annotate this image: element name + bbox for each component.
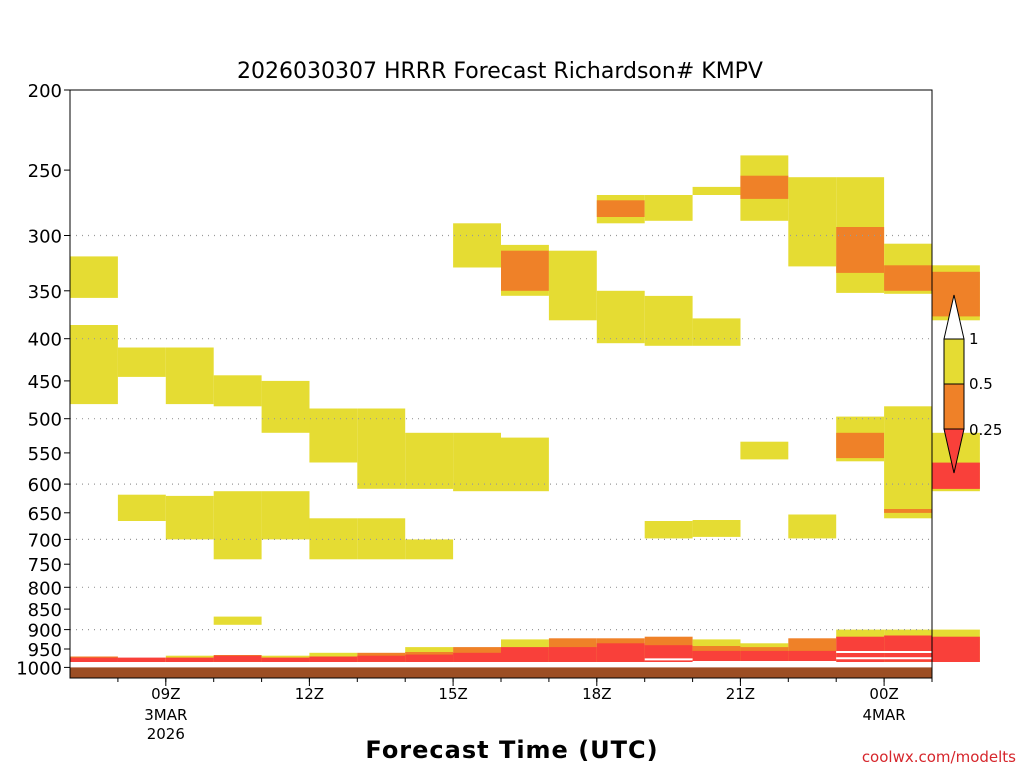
y-tick-label: 250 bbox=[28, 161, 62, 182]
ri-cell-yellow bbox=[357, 408, 406, 489]
ri-cell-yellow bbox=[453, 223, 501, 268]
ri-cell-orange bbox=[884, 265, 932, 291]
credit-text: coolwx.com/modelts bbox=[862, 748, 1016, 766]
ri-cell-red bbox=[357, 655, 406, 662]
y-tick-label: 300 bbox=[28, 227, 62, 248]
colorbar-label: 0.25 bbox=[969, 421, 1002, 439]
ri-cell-red bbox=[405, 654, 454, 662]
y-tick-label: 400 bbox=[28, 330, 62, 351]
x-tick-label: 18Z bbox=[582, 685, 611, 703]
ri-cell-red bbox=[932, 636, 980, 662]
ri-cell-yellow bbox=[644, 521, 693, 539]
y-tick-label: 500 bbox=[28, 410, 62, 431]
ri-cell-red bbox=[70, 657, 118, 662]
ri-cell-red bbox=[453, 652, 501, 662]
ri-cell-yellow bbox=[261, 380, 310, 433]
ri-cell-yellow bbox=[70, 256, 118, 298]
ri-cell-yellow bbox=[692, 186, 741, 195]
ri-cell-red bbox=[596, 643, 645, 662]
ri-cell-yellow bbox=[644, 295, 693, 346]
ri-cell-yellow bbox=[213, 375, 262, 407]
ri-cell-yellow bbox=[213, 491, 262, 560]
x-tick-label: 09Z bbox=[151, 685, 180, 703]
ri-cell-yellow bbox=[692, 318, 741, 346]
y-tick-label: 600 bbox=[28, 475, 62, 496]
ri-cell-orange bbox=[740, 175, 789, 199]
ri-cell-red bbox=[117, 657, 166, 662]
y-tick-label: 700 bbox=[28, 530, 62, 551]
x-tick-label: 21Z bbox=[726, 685, 755, 703]
ri-cell-yellow bbox=[405, 539, 454, 560]
x-tick-label: 00Z bbox=[869, 685, 898, 703]
ri-cell-yellow bbox=[165, 495, 214, 540]
ri-cell-yellow bbox=[117, 347, 166, 377]
y-tick-label: 550 bbox=[28, 444, 62, 465]
y-tick-label: 200 bbox=[28, 81, 62, 102]
ri-cell-orange bbox=[596, 200, 645, 217]
ri-cell-yellow bbox=[309, 518, 358, 560]
ri-cell-yellow bbox=[788, 177, 837, 267]
ri-cell-orange bbox=[836, 227, 885, 273]
ri-cell-yellow bbox=[70, 325, 118, 405]
y-tick-label: 750 bbox=[28, 555, 62, 576]
x-tick-label: 15Z bbox=[438, 685, 467, 703]
ri-cell-yellow bbox=[261, 491, 310, 540]
x-tick-year: 2026 bbox=[147, 725, 185, 743]
ri-cell-yellow bbox=[740, 441, 789, 460]
y-tick-label: 900 bbox=[28, 621, 62, 642]
x-tick-date: 3MAR bbox=[144, 706, 187, 724]
colorbar-bottom-arrow bbox=[943, 428, 965, 474]
y-tick-label: 450 bbox=[28, 372, 62, 393]
ri-cell-orange bbox=[884, 509, 932, 513]
colorbar-orange-segment bbox=[943, 383, 965, 430]
ri-cell-red bbox=[692, 650, 741, 662]
ri-cell-yellow bbox=[501, 437, 549, 492]
y-tick-label: 1000 bbox=[16, 658, 62, 679]
ri-cell-red bbox=[644, 645, 693, 662]
y-tick-label: 800 bbox=[28, 578, 62, 599]
ri-cell-yellow bbox=[309, 408, 358, 463]
ri-cell-red bbox=[932, 462, 980, 489]
y-tick-label: 650 bbox=[28, 504, 62, 525]
colorbar-legend: 1 0.5 0.25 bbox=[943, 294, 1002, 474]
x-tick-date: 4MAR bbox=[863, 706, 906, 724]
y-tick-label: 950 bbox=[28, 640, 62, 661]
ri-cell-red bbox=[501, 647, 549, 662]
ri-cell-yellow bbox=[596, 290, 645, 344]
x-tick-label: 12Z bbox=[295, 685, 324, 703]
x-axis-label: Forecast Time (UTC) bbox=[365, 736, 658, 764]
ri-cell-orange bbox=[836, 432, 885, 459]
y-tick-label: 850 bbox=[28, 600, 62, 621]
ri-cell-orange bbox=[501, 250, 549, 291]
ri-cell-yellow bbox=[644, 195, 693, 221]
ri-cell-red bbox=[740, 650, 789, 662]
ri-cell-red bbox=[788, 650, 837, 662]
ri-cell-yellow bbox=[453, 432, 501, 492]
ri-cell-yellow bbox=[548, 250, 597, 321]
ri-cell-yellow bbox=[213, 616, 262, 625]
colorbar-yellow-segment bbox=[943, 338, 965, 385]
ri-cell-yellow bbox=[884, 406, 932, 519]
y-axis: 200 250 300 350 400 450 500 550 600 650 700 7508008… bbox=[16, 81, 70, 679]
ri-cell-yellow bbox=[117, 494, 166, 521]
ground-fill bbox=[70, 667, 932, 678]
ri-cell-red bbox=[213, 655, 262, 662]
ri-cell-yellow bbox=[788, 514, 837, 539]
colorbar-label: 1 bbox=[969, 330, 979, 348]
ri-cell-yellow bbox=[357, 518, 406, 560]
ri-cell-red bbox=[309, 656, 358, 662]
colorbar-label: 0.5 bbox=[969, 375, 993, 393]
ri-cell-yellow bbox=[165, 347, 214, 405]
ri-cell-red bbox=[165, 657, 214, 662]
chart-title: 2026030307 HRRR Forecast Richardson# KMP… bbox=[237, 59, 763, 84]
cells-layer bbox=[70, 155, 980, 678]
ri-cell-red bbox=[261, 657, 310, 662]
y-tick-label: 350 bbox=[28, 282, 62, 303]
ri-cell-yellow bbox=[692, 520, 741, 537]
ri-cell-red bbox=[548, 647, 597, 662]
ri-cell-yellow bbox=[405, 432, 454, 489]
